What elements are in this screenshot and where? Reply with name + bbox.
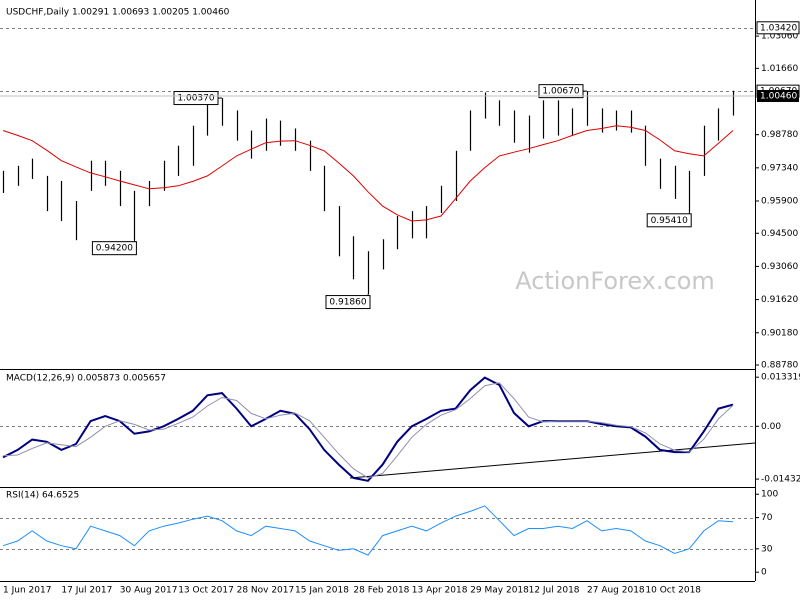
value-label: 0.91860 (329, 298, 366, 308)
y-tick-label: 0.90180 (761, 328, 798, 338)
x-tick-label: 13 Oct 2017 (178, 586, 234, 596)
panel-title: USDCHF,Daily 1.00291 1.00693 1.00205 1.0… (6, 8, 230, 18)
y-tick-label: 0.97340 (761, 163, 798, 173)
indicator-line (2, 505, 734, 556)
x-tick-label: 28 Nov 2017 (237, 586, 295, 596)
value-label: 0.94200 (96, 244, 133, 254)
value-label: 1.00370 (177, 94, 214, 104)
y-tick-label: 0.013319 (761, 373, 800, 383)
y-tick-label: 0 (761, 568, 767, 578)
y-tick-label: -0.014323 (761, 475, 800, 485)
panel-title: RSI(14) 64.6525 (6, 491, 79, 501)
y-tick-label: 0.94500 (761, 229, 798, 239)
y-tick-label: 0.93060 (761, 262, 798, 272)
y-tick-label: 30 (761, 544, 773, 554)
value-label-box (538, 84, 584, 99)
x-tick-label: 17 Jul 2017 (61, 586, 112, 596)
x-tick-label: 15 Jan 2018 (295, 586, 349, 596)
x-tick-label: 29 May 2018 (470, 586, 529, 596)
watermark: ActionForex.com (515, 267, 715, 295)
y-tick-label: 0.88780 (761, 361, 798, 371)
y-tick-label: 0.95900 (761, 197, 798, 207)
y-tick-label: 0.98780 (761, 130, 798, 140)
last-price-label: 1.00460 (760, 91, 797, 101)
panel-title: MACD(12,26,9) 0.005873 0.005657 (6, 374, 166, 384)
x-tick-label: 13 Apr 2018 (412, 586, 468, 596)
value-label-box (173, 91, 219, 106)
x-tick-label: 1 Jun 2017 (3, 586, 51, 596)
value-label-box (325, 295, 371, 310)
x-tick-label: 30 Aug 2017 (120, 586, 178, 596)
value-label: 0.95410 (651, 216, 688, 226)
y-tick-label: 1.01660 (761, 64, 798, 74)
x-tick-label: 12 Jul 2018 (529, 586, 580, 596)
x-tick-label: 27 Aug 2018 (587, 586, 645, 596)
y-tick-label: 100 (761, 490, 778, 500)
y-tick-label: 70 (761, 513, 773, 523)
value-label-box (646, 213, 692, 228)
level-label: 1.03420 (760, 23, 797, 33)
x-tick-label: 28 Feb 2018 (353, 586, 409, 596)
value-label-box (91, 241, 137, 256)
y-tick-label: 0.91620 (761, 295, 798, 305)
moving-average-line (2, 125, 734, 222)
last-price-box (757, 89, 799, 102)
level-label-box (756, 21, 800, 35)
trend-line (349, 442, 756, 479)
value-label: 1.00670 (542, 87, 579, 97)
indicator-line (2, 376, 734, 482)
y-tick-label: 1.03060 (761, 32, 798, 42)
indicator-line (2, 382, 734, 479)
y-tick-label: 0.00 (761, 422, 781, 432)
x-tick-label: 10 Oct 2018 (645, 586, 701, 596)
